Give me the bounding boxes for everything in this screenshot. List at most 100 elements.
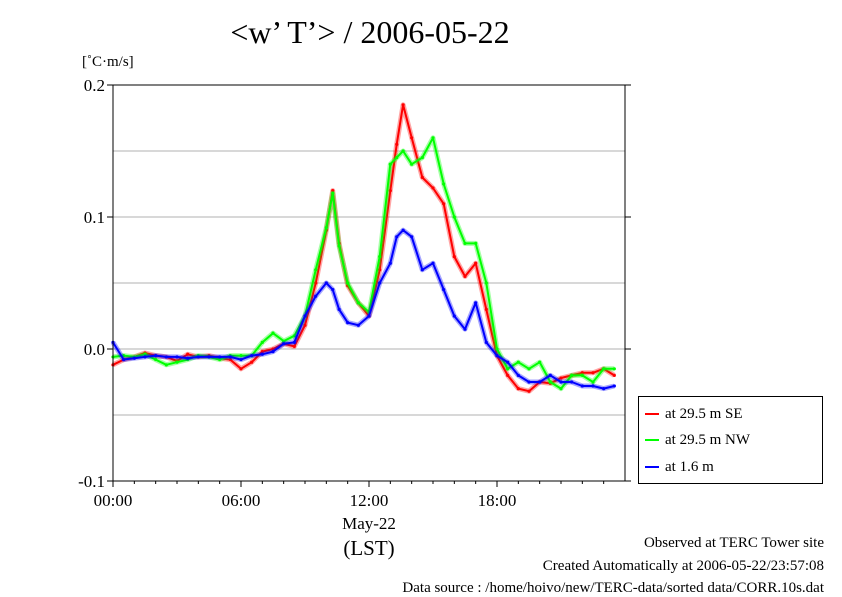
series-2-point	[260, 352, 264, 356]
y-tick-label: -0.1	[78, 472, 105, 491]
series-2-point	[442, 288, 446, 292]
series-2-point	[331, 288, 335, 292]
series-1-point	[346, 281, 350, 285]
series-2-point	[516, 373, 520, 377]
series-2-point	[506, 360, 510, 364]
series-1-point	[401, 149, 405, 153]
legend-label-se: at 29.5 m SE	[665, 405, 743, 422]
x-date-label: May-22	[342, 514, 396, 533]
series-2-point	[356, 323, 360, 327]
series-0-point	[410, 136, 414, 140]
series-1-point	[164, 363, 168, 367]
series-0-point	[292, 344, 296, 348]
series-0-point	[527, 389, 531, 393]
series-0-point	[303, 323, 307, 327]
series-0-point	[431, 186, 435, 190]
series-1-point	[410, 162, 414, 166]
series-halo-1	[112, 135, 615, 392]
series-1-point	[260, 340, 264, 344]
series-0-point	[463, 274, 467, 278]
chart-title: <w’ T’> / 2006-05-22	[230, 14, 510, 50]
series-1-point	[292, 334, 296, 338]
legend-swatch-green	[645, 437, 659, 443]
series-1-point	[602, 367, 606, 371]
series-2-point	[271, 350, 275, 354]
x-tick-label: 18:00	[478, 491, 517, 510]
series-2-point	[602, 387, 606, 391]
series-1-point	[570, 373, 574, 377]
series-1-point	[527, 367, 531, 371]
footer-source: Data source : /home/hoivo/new/TERC-data/…	[402, 580, 824, 596]
series-2-point	[154, 354, 158, 358]
series-2-point	[132, 356, 136, 360]
series-1-point	[559, 387, 563, 391]
x-tick-label: 12:00	[350, 491, 389, 510]
series-2-point	[420, 268, 424, 272]
series-2-point	[538, 380, 542, 384]
y-tick-label: 0.1	[84, 208, 105, 227]
x-tick-label: 06:00	[222, 491, 261, 510]
series-2-point	[452, 314, 456, 318]
series-1-point	[506, 367, 510, 371]
plot-frame	[112, 84, 626, 482]
series-1-point	[442, 182, 446, 186]
series-0-point	[474, 261, 478, 265]
series-2-point	[474, 301, 478, 305]
series-1-point	[395, 156, 399, 160]
series-0-point	[484, 307, 488, 311]
series-0-point	[559, 376, 563, 380]
series-2-point	[122, 357, 126, 362]
series-2-point	[303, 314, 307, 318]
series-2-point	[591, 384, 595, 388]
y-tick-label: 0.0	[84, 340, 105, 359]
series-2-point	[207, 355, 211, 359]
y-axis-unit-label: [˚C·m/s]	[82, 54, 134, 70]
series-1-point	[378, 255, 382, 259]
series-1-point	[548, 380, 552, 384]
series-2-point	[218, 355, 222, 359]
series-1-point	[420, 156, 424, 160]
series-2-point	[186, 356, 190, 360]
series-2-point	[367, 314, 371, 318]
chart-legend: at 29.5 m SE at 29.5 m NW at 1.6 m	[638, 396, 823, 484]
series-2-point	[175, 355, 179, 359]
series-2-point	[324, 281, 328, 285]
series-0-point	[260, 350, 264, 354]
series-0-point	[506, 373, 510, 377]
series-halo-0	[111, 102, 616, 394]
series-0-point	[388, 189, 392, 193]
series-2-point	[431, 261, 435, 265]
legend-label-1-6m: at 1.6 m	[665, 458, 714, 475]
series-1-point	[612, 367, 616, 371]
series-2-point	[410, 235, 414, 239]
series-0-point	[516, 387, 520, 391]
series-2-point	[282, 342, 286, 346]
series-2-point	[395, 235, 399, 239]
x-axis-label: (LST)	[343, 536, 394, 560]
series-2-point	[463, 327, 467, 331]
series-2-point	[580, 384, 584, 388]
series-0-point	[314, 281, 318, 285]
series-0-point	[331, 189, 335, 193]
series-2-point	[164, 355, 168, 359]
series-0-point	[612, 373, 616, 377]
series-1-point	[484, 281, 488, 285]
series-2-point	[314, 294, 318, 298]
series-0-point	[580, 371, 584, 375]
series-2-point	[143, 355, 147, 359]
legend-swatch-red	[645, 411, 659, 417]
series-1-point	[474, 241, 478, 245]
series-2-point	[484, 340, 488, 344]
series-2-point	[527, 380, 531, 384]
legend-item-nw: at 29.5 m NW	[645, 430, 750, 450]
series-1-point	[239, 354, 243, 358]
series-line-0	[112, 103, 615, 393]
series-1-point	[175, 360, 179, 364]
series-1-point	[516, 360, 520, 364]
series-0-point	[250, 360, 254, 364]
legend-item-se: at 29.5 m SE	[645, 404, 743, 424]
series-1-point	[495, 347, 499, 351]
legend-item-1-6m: at 1.6 m	[645, 457, 714, 477]
series-2-point	[292, 340, 296, 344]
